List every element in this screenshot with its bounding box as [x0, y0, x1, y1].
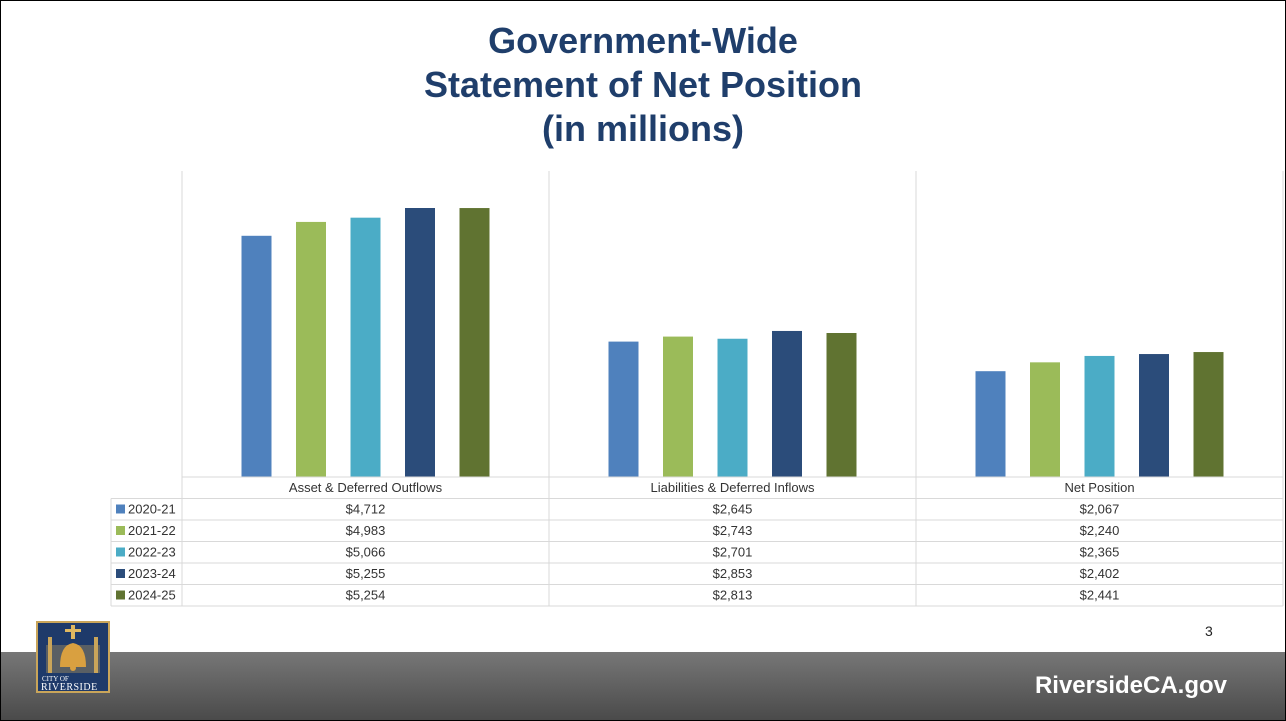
data-label-2024-25-1: $2,813 [713, 588, 753, 603]
bar-2024-25-2 [1193, 352, 1224, 477]
city-logo: CITY OF RIVERSIDE [36, 621, 110, 693]
legend-label-2022-23: 2022-23 [128, 545, 176, 560]
legend-swatch-2020-21 [116, 504, 125, 514]
data-label-2021-22-0: $4,983 [346, 523, 386, 538]
footer-bar [1, 652, 1285, 720]
data-label-2021-22-2: $2,240 [1080, 523, 1120, 538]
bar-2024-25-1 [826, 333, 857, 477]
bar-2021-22-0 [296, 221, 326, 477]
title-line-2: Statement of Net Position [423, 64, 863, 105]
page-number: 3 [1205, 623, 1213, 639]
logo-text-riverside: RIVERSIDE [41, 682, 98, 693]
title-line-3: (in millions) [542, 108, 744, 149]
bar-2020-21-1 [608, 341, 639, 477]
category-label-1: Liabilities & Deferred Inflows [650, 480, 815, 495]
bar-2023-24-2 [1139, 354, 1169, 477]
data-label-2024-25-0: $5,254 [346, 588, 386, 603]
bar-2020-21-2 [975, 371, 1006, 477]
bar-chart: Asset & Deferred Outflows Liabilities & D… [110, 171, 1284, 607]
data-label-2023-24-2: $2,402 [1080, 566, 1120, 581]
data-label-2023-24-1: $2,853 [713, 566, 753, 581]
bar-2021-22-1 [663, 336, 693, 477]
data-label-2022-23-2: $2,365 [1080, 545, 1120, 560]
bar-2020-21-0 [241, 235, 272, 477]
legend-swatch-2022-23 [116, 547, 125, 557]
data-label-2022-23-1: $2,701 [713, 545, 753, 560]
legend-label-2021-22: 2021-22 [128, 523, 176, 538]
data-label-2024-25-2: $2,441 [1080, 588, 1120, 603]
legend-label-2024-25: 2024-25 [128, 588, 176, 603]
bar-2022-23-2 [1084, 355, 1115, 477]
footer-url[interactable]: RiversideCA.gov [1034, 672, 1227, 699]
bar-2022-23-1 [717, 338, 748, 477]
title-line-1: Government-Wide [488, 20, 798, 61]
legend-swatch-2023-24 [116, 569, 125, 578]
bell-tower-icon [46, 625, 100, 673]
bar-2023-24-1 [772, 330, 802, 477]
legend-swatch-2024-25 [116, 590, 125, 600]
data-label-2021-22-1: $2,743 [713, 523, 753, 538]
logo-text-city-of: CITY OF [42, 675, 69, 683]
category-label-2: Net Position [1064, 480, 1134, 495]
legend-label-2023-24: 2023-24 [128, 566, 176, 581]
legend-swatch-2021-22 [116, 526, 125, 535]
data-label-2023-24-0: $5,255 [346, 566, 386, 581]
data-label-2020-21-2: $2,067 [1080, 502, 1120, 517]
bar-2023-24-0 [405, 208, 435, 477]
bar-2022-23-0 [350, 217, 381, 477]
slide-title: Government-Wide Statement of Net Positio… [1, 19, 1285, 151]
bar-2024-25-0 [459, 208, 490, 477]
bar-2021-22-2 [1030, 362, 1060, 477]
legend-label-2020-21: 2020-21 [128, 502, 176, 517]
data-label-2022-23-0: $5,066 [346, 545, 386, 560]
data-label-2020-21-0: $4,712 [346, 502, 386, 517]
data-label-2020-21-1: $2,645 [713, 502, 753, 517]
category-label-0: Asset & Deferred Outflows [289, 480, 443, 495]
